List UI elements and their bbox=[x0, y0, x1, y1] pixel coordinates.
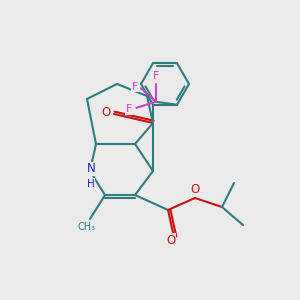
Text: N: N bbox=[86, 162, 95, 176]
Text: F: F bbox=[153, 71, 159, 81]
Text: O: O bbox=[167, 233, 176, 247]
Text: H: H bbox=[87, 178, 95, 189]
Text: O: O bbox=[101, 106, 110, 119]
Text: CH₃: CH₃ bbox=[78, 222, 96, 233]
Text: F: F bbox=[126, 104, 132, 114]
Text: F: F bbox=[132, 82, 138, 92]
Text: O: O bbox=[190, 183, 200, 196]
